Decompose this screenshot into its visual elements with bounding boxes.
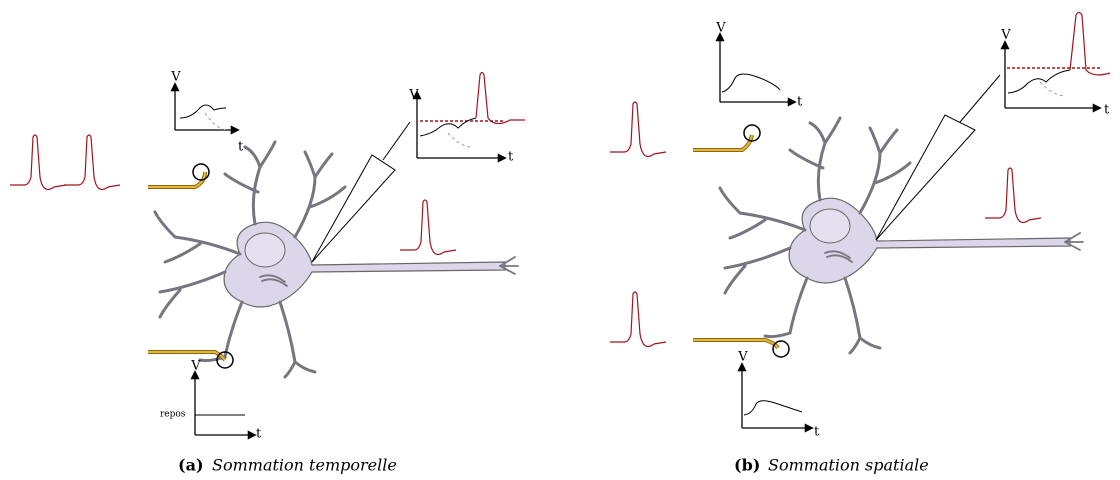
panel-label: (a) [178,456,204,475]
axis-label: t [508,150,514,165]
axis-label: t [238,140,244,155]
axis-label: t [256,427,262,442]
panel-label: (b) [734,456,760,475]
panel-caption: Sommation temporelle [212,456,397,475]
axis-label: t [814,425,820,440]
baseline-label: repos [160,410,186,420]
axis-label: V [190,359,201,374]
axis-label: V [715,21,726,36]
axis-label: V [737,350,748,365]
figure: V t V t V t repos (a) Sommation temporel… [0,0,1120,480]
axis-label: t [1104,103,1110,118]
axis-label: V [170,70,181,85]
panel-caption: Sommation spatiale [768,456,929,475]
axis-label: V [1000,28,1011,43]
axis-label: t [797,95,803,110]
axis-label: V [408,88,419,103]
